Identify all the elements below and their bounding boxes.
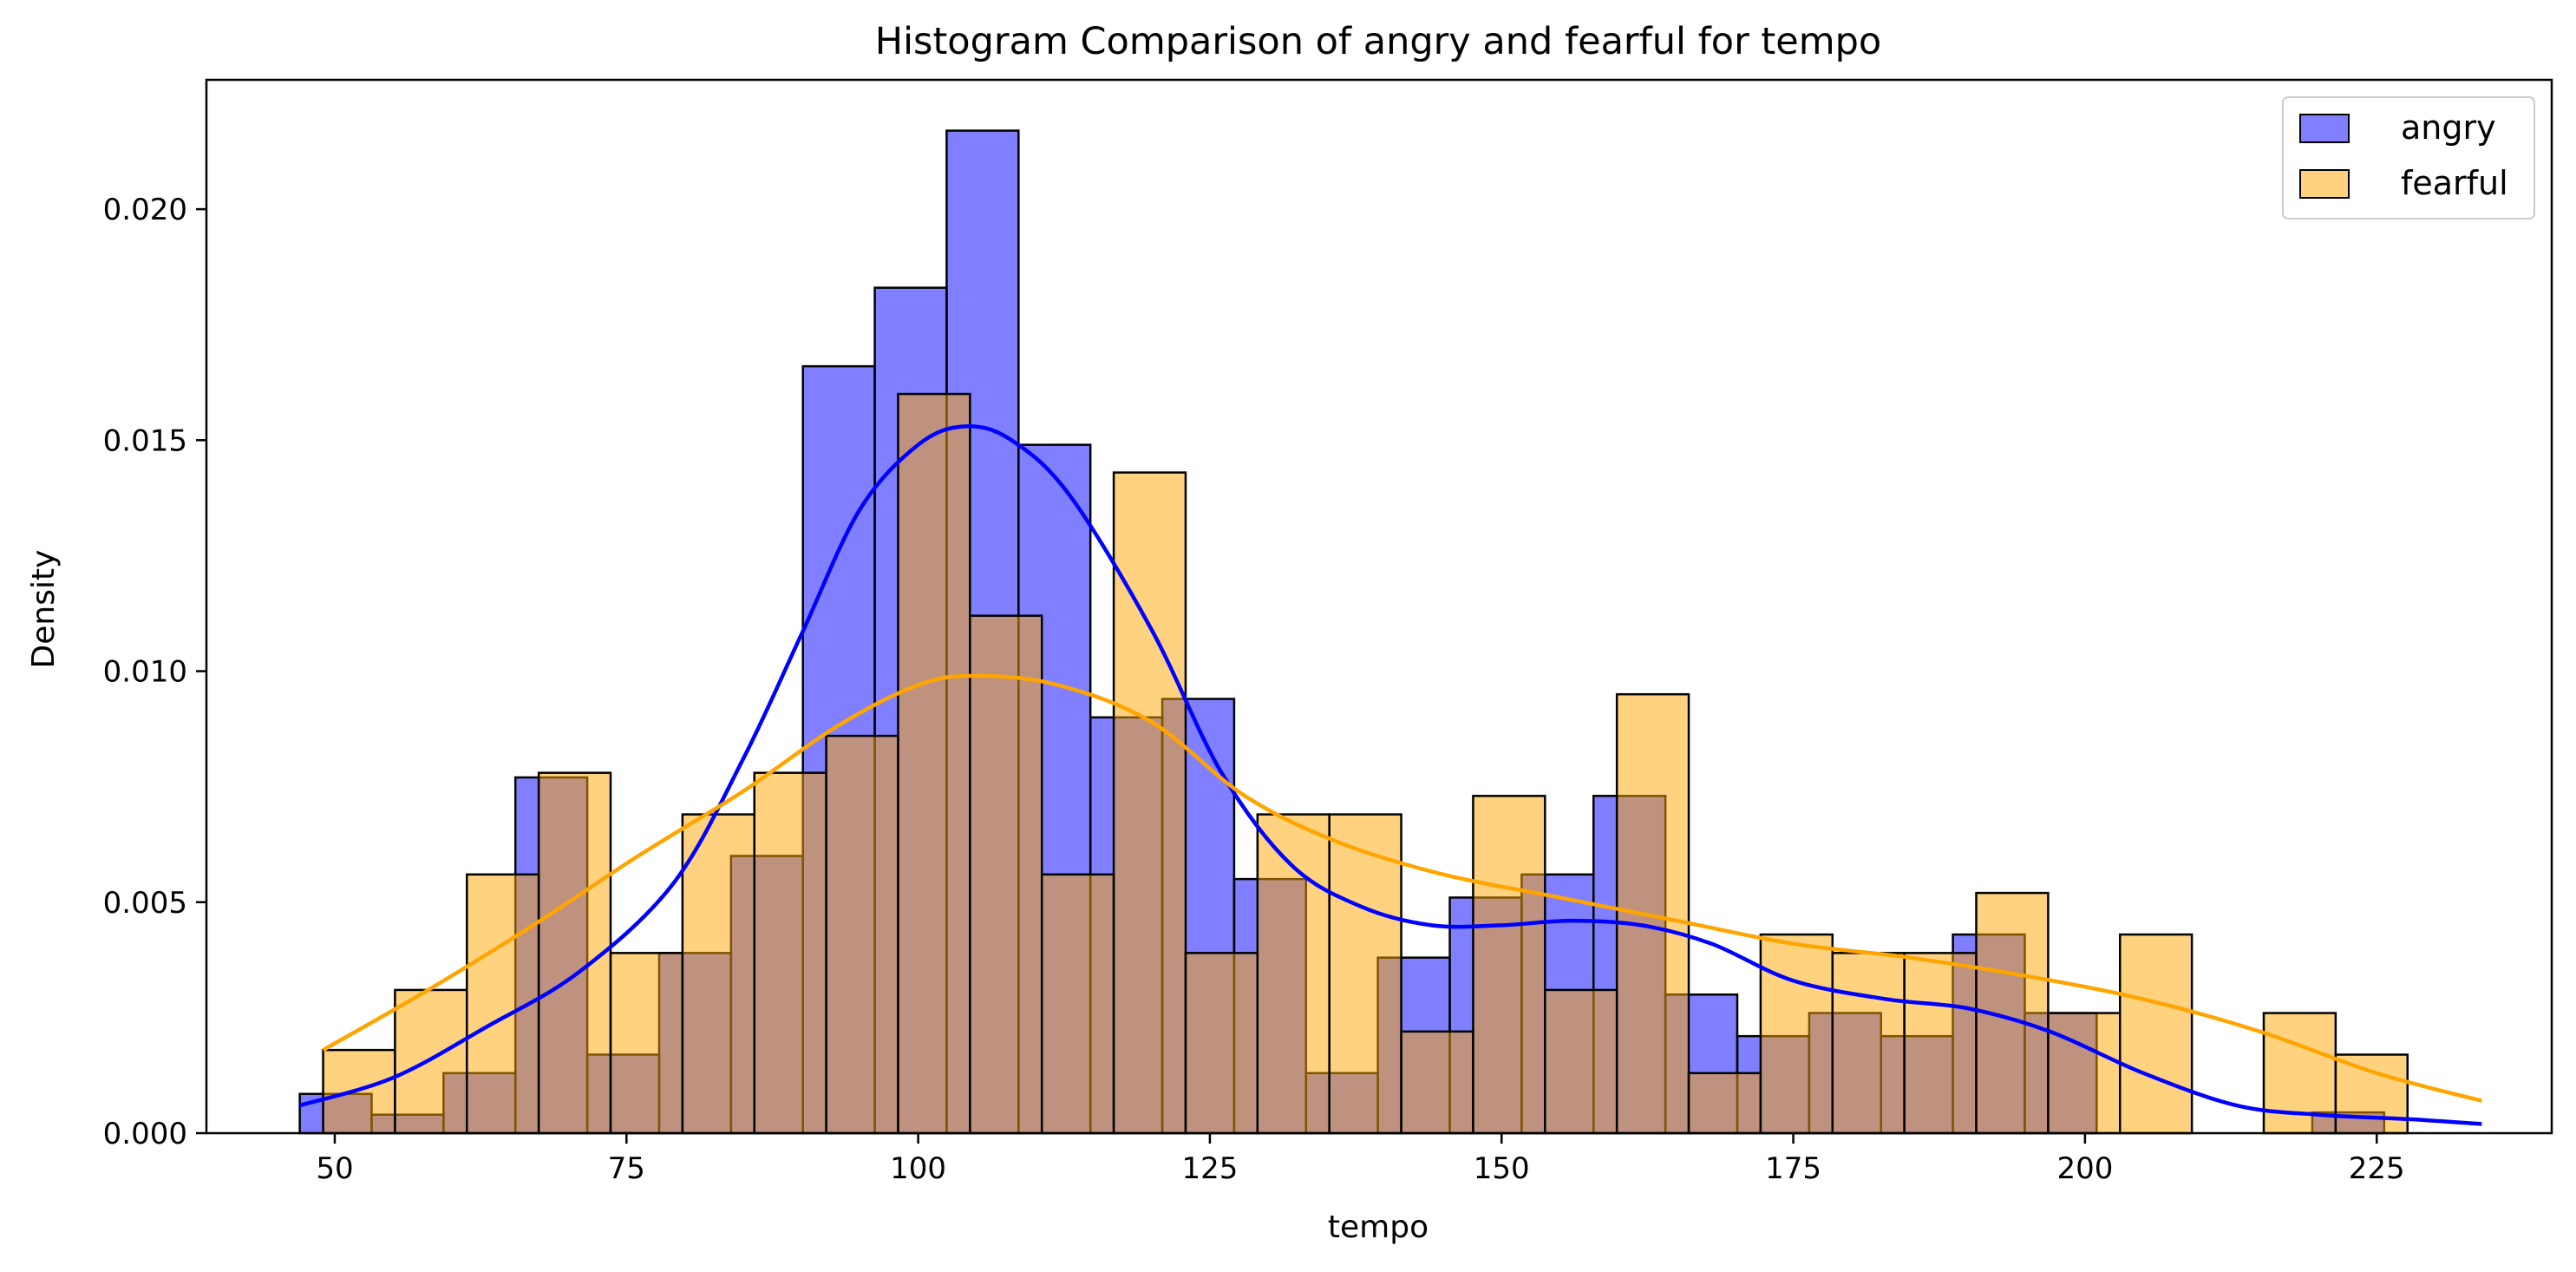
plot-area-frame <box>205 78 2553 1135</box>
x-tick-label: 100 <box>890 1151 946 1186</box>
x-tick-label: 125 <box>1181 1151 1238 1186</box>
bar-fearful-28 <box>2334 1053 2409 1135</box>
bar-fearful-19 <box>1687 1072 1762 1135</box>
x-tick-label: 50 <box>316 1151 353 1186</box>
x-axis-label: tempo <box>1328 1210 1429 1245</box>
y-tick-label: 0.010 <box>103 655 187 690</box>
bar-fearful-22 <box>1903 952 1978 1135</box>
bar-fearful-21 <box>1831 952 1906 1135</box>
x-tick-label: 175 <box>1765 1151 1821 1186</box>
legend-swatch-angry <box>2299 114 2350 143</box>
bar-fearful-5 <box>681 813 755 1135</box>
bar-fearful-3 <box>537 771 612 1135</box>
bar-fearful-9 <box>969 614 1043 1135</box>
bar-fearful-8 <box>897 392 971 1135</box>
x-tick-label: 75 <box>608 1151 645 1186</box>
legend-swatch-fearful <box>2299 169 2350 199</box>
bar-fearful-16 <box>1472 795 1546 1135</box>
x-axis: 50 75 100 125 150 175 200 225 <box>316 1133 2405 1186</box>
legend: angry fearful <box>2282 96 2535 220</box>
kde-line-angry <box>298 423 2482 1126</box>
y-tick-label: 0.015 <box>103 423 187 458</box>
y-axis-label: Density <box>26 550 62 669</box>
bar-fearful-25 <box>2118 933 2194 1135</box>
bar-fearful-13 <box>1256 813 1330 1135</box>
bar-fearful-15 <box>1400 1030 1474 1135</box>
legend-label-fearful: fearful <box>2401 164 2508 202</box>
bar-fearful-12 <box>1184 952 1259 1135</box>
y-tick-label: 0.000 <box>103 1117 187 1151</box>
kde-layer <box>298 423 2482 1126</box>
bar-fearful-14 <box>1328 813 1402 1135</box>
bar-fearful-6 <box>753 771 827 1135</box>
chart-title: Histogram Comparison of angry and fearfu… <box>875 20 1881 63</box>
y-tick-label: 0.020 <box>103 193 187 227</box>
x-tick-label: 200 <box>2056 1151 2113 1186</box>
x-tick-label: 150 <box>1474 1151 1530 1186</box>
x-tick-label: 225 <box>2349 1151 2405 1186</box>
bar-fearful-11 <box>1112 471 1187 1135</box>
legend-label-angry: angry <box>2401 108 2496 147</box>
bar-fearful-20 <box>1759 933 1834 1135</box>
y-tick-label: 0.005 <box>103 886 187 921</box>
bar-fearful-24 <box>2047 1012 2122 1135</box>
bar-fearful-18 <box>1615 692 1690 1135</box>
bar-fearful-1 <box>394 988 468 1135</box>
bar-fearful-10 <box>1040 873 1115 1135</box>
bar-fearful-4 <box>609 952 684 1135</box>
y-axis: 0.000 0.005 0.010 0.015 0.020 <box>103 193 206 1151</box>
bar-fearful-0 <box>322 1048 396 1135</box>
kde-line-fearful <box>322 673 2482 1103</box>
bar-fearful-7 <box>825 734 899 1135</box>
bar-fearful-17 <box>1544 988 1618 1135</box>
